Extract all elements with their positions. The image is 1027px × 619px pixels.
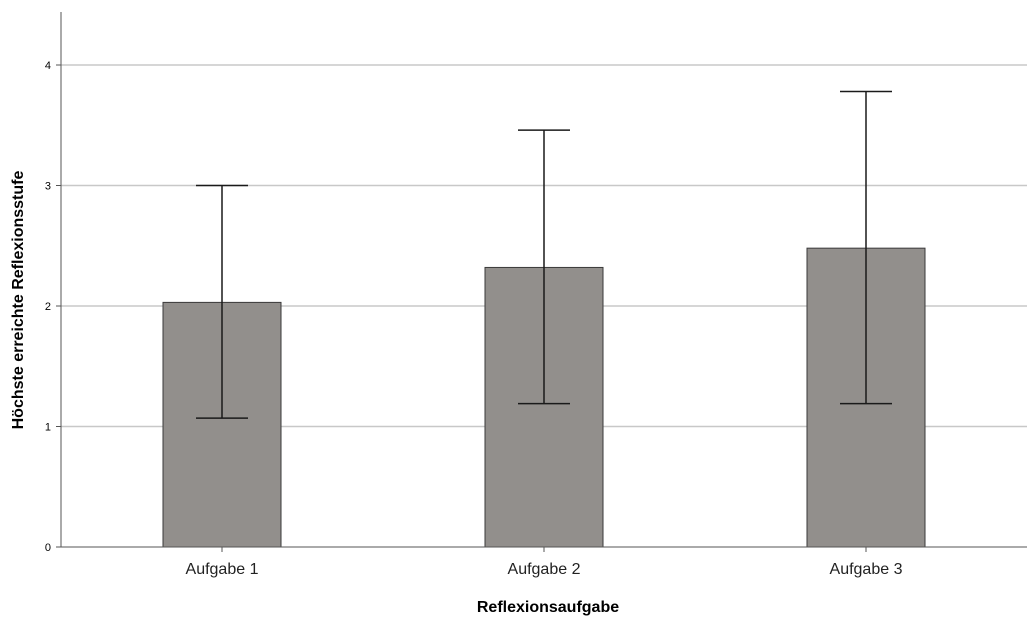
y-axis-title: Höchste erreichte Reflexionsstufe bbox=[10, 171, 27, 430]
x-tick-label: Aufgabe 2 bbox=[508, 561, 581, 578]
y-tick-label: 1 bbox=[45, 422, 51, 434]
x-tick-label: Aufgabe 1 bbox=[186, 561, 259, 578]
y-tick-label: 3 bbox=[45, 181, 51, 193]
x-axis-title: Reflexionsaufgabe bbox=[477, 599, 619, 616]
error-bars bbox=[196, 90, 892, 419]
x-tick-label: Aufgabe 3 bbox=[830, 561, 903, 578]
y-tick-label: 0 bbox=[45, 542, 51, 554]
y-tick-labels: 0 1 2 3 4 bbox=[45, 60, 61, 554]
x-tick-labels: Aufgabe 1 Aufgabe 2 Aufgabe 3 bbox=[186, 547, 903, 578]
y-tick-label: 2 bbox=[45, 301, 51, 313]
y-tick-label: 4 bbox=[45, 60, 51, 72]
